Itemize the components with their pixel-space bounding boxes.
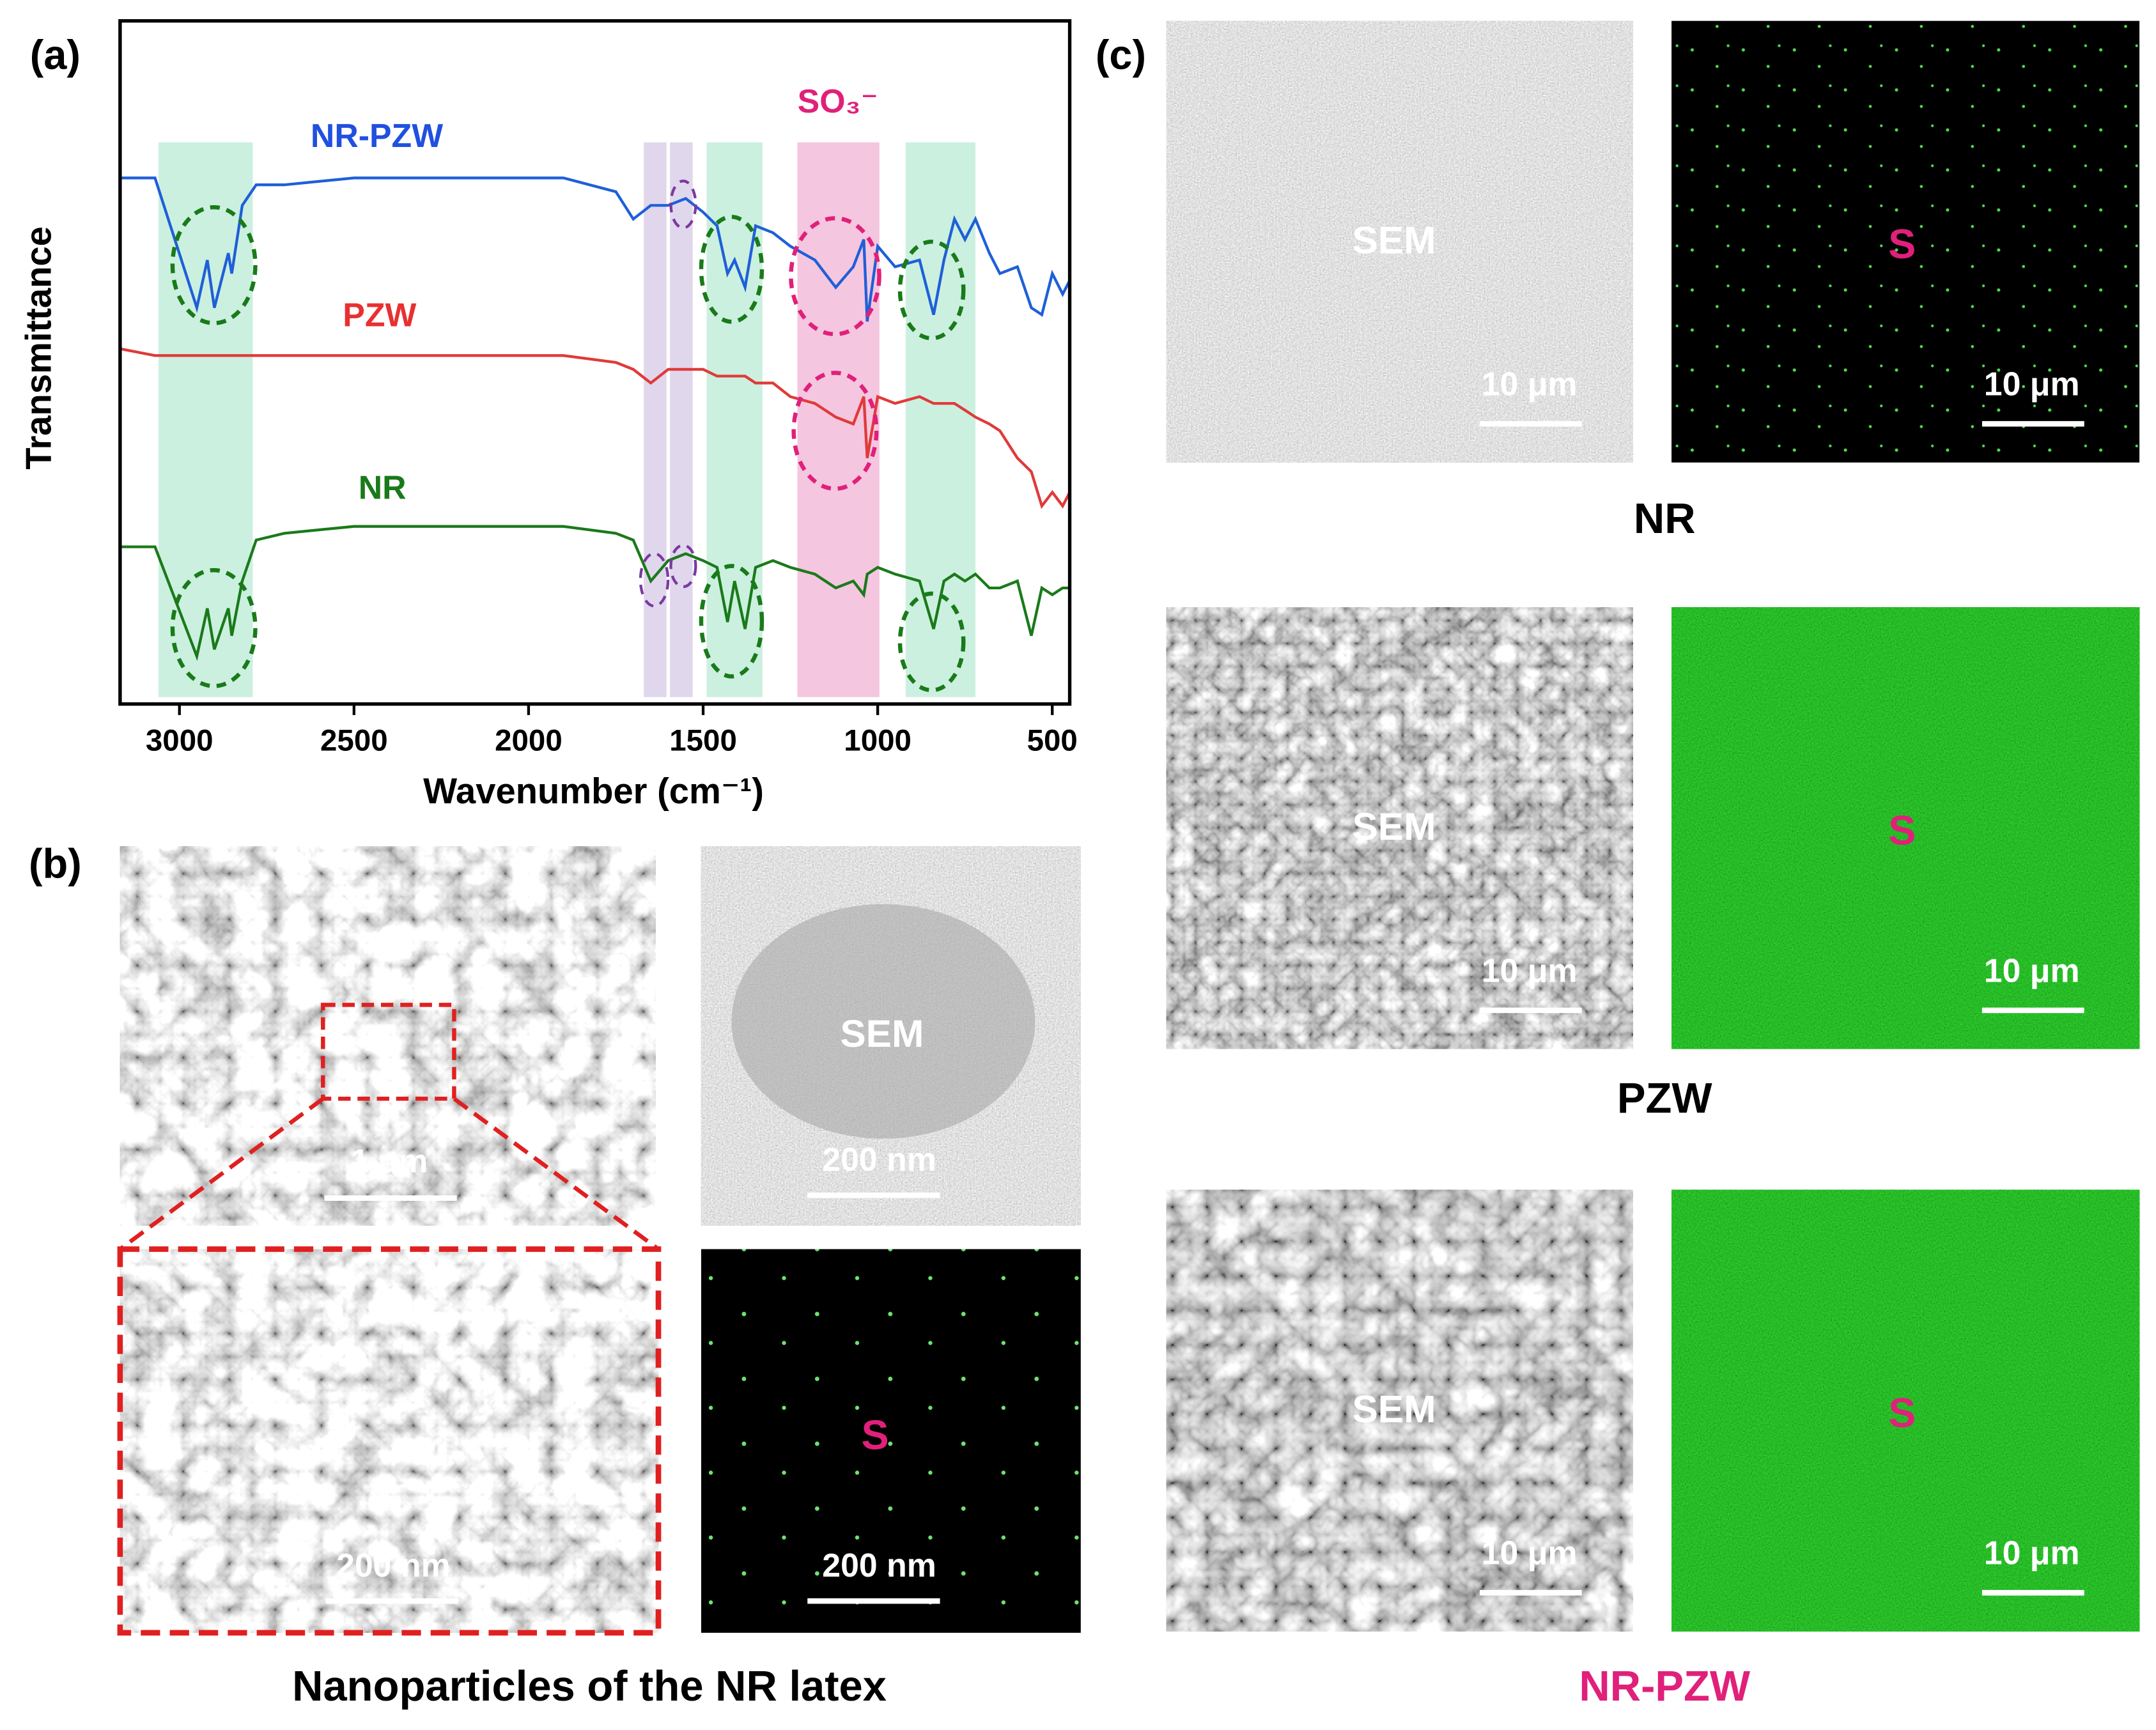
x-tick-label: 2000 [495,724,562,758]
x-tick-label: 1500 [669,724,737,758]
element-label: S [1888,807,1916,854]
spectrum-line [120,525,1070,661]
sem-image [120,846,656,1226]
band [797,142,880,697]
band [670,142,693,697]
element-map [1671,1189,2140,1632]
scale-label: 10 μm [1482,366,1578,403]
scale-label: 200 nm [822,1547,936,1584]
scale-label: 10 μm [1984,366,2080,403]
band [644,142,667,697]
sem-image [1166,20,1633,463]
zoom-line [453,1097,660,1251]
particle [731,904,1035,1139]
y-axis-label: Transmittance [19,226,59,470]
element-label: S [1888,220,1916,267]
panel-label: (b) [29,840,82,887]
scale-label: 10 μm [1482,1534,1578,1572]
sem-label: SEM [1352,805,1436,848]
band [905,142,976,697]
panel-label: (a) [30,31,81,78]
x-tick-label: 500 [1027,724,1078,758]
series-label: PZW [343,297,416,334]
series-label: NR [359,469,407,506]
sem-image [1166,607,1633,1049]
spectrum-line [120,347,1071,509]
x-tick-label: 2500 [320,724,388,758]
scale-label: 200 nm [336,1547,451,1584]
zoom-frame [117,1246,662,1636]
x-tick-label: 3000 [146,724,213,758]
annotation: SO₃⁻ [798,82,878,120]
element-map [701,1249,1081,1633]
caption: Nanoparticles of the NR latex [292,1662,887,1710]
zoom-box [321,1003,456,1101]
scale-label: 10 μm [1984,1534,2080,1572]
scale-label: 10 μm [1482,952,1578,989]
sem-image [120,1249,659,1633]
scale-label: 200 nm [822,1141,936,1178]
element-label: S [1888,1389,1916,1436]
scale-label: 1 μm [350,1142,428,1179]
element-map [1671,20,2140,463]
spectrum-line [120,176,1071,322]
row-caption: NR-PZW [1579,1662,1751,1710]
x-tick-label: 1000 [844,724,911,758]
x-axis-label: Wavenumber (cm⁻¹) [423,771,764,811]
sem-label: SEM [1352,218,1436,261]
panel-label: (c) [1096,31,1146,78]
scale-label: 10 μm [1984,952,2080,989]
sem-label: SEM [840,1012,924,1055]
highlights [170,180,966,693]
element-label: S [861,1412,888,1458]
row-caption: NR [1634,495,1696,543]
plot-frame [118,19,1072,706]
series-label: NR-PZW [311,117,443,154]
sem-image [1166,1189,1633,1632]
row-caption: PZW [1617,1074,1713,1122]
zoom-line [118,1097,325,1251]
sem-label: SEM [1352,1387,1436,1430]
element-map [1671,607,2140,1049]
